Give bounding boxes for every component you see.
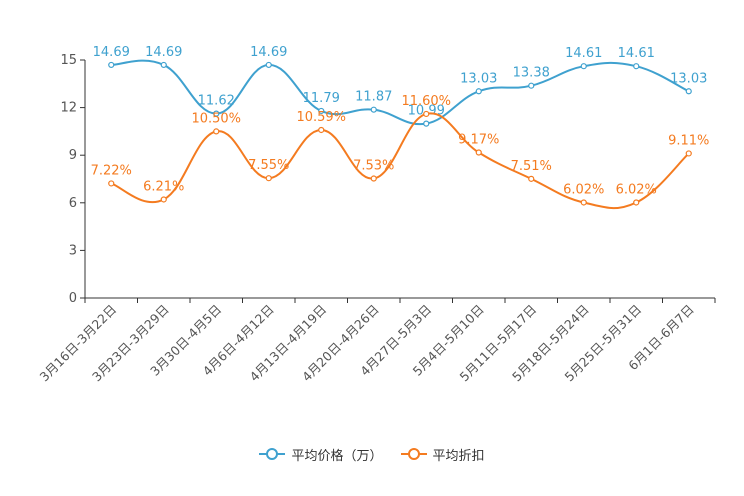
data-label-price: 13.03 xyxy=(670,71,707,86)
data-label-discount: 10.59% xyxy=(296,110,346,125)
y-tick-label: 3 xyxy=(69,243,77,258)
data-point-discount[interactable] xyxy=(265,175,272,182)
data-label-discount: 7.55% xyxy=(248,158,289,173)
legend-label-discount: 平均折扣 xyxy=(432,448,485,464)
data-label-price: 14.69 xyxy=(250,45,287,60)
data-label-price: 11.79 xyxy=(303,91,340,106)
series-price: 14.6914.6911.6214.6911.7911.8710.9913.03… xyxy=(93,45,707,127)
data-label-discount: 7.22% xyxy=(91,163,132,178)
data-point-price[interactable] xyxy=(213,110,220,117)
data-label-discount: 10.50% xyxy=(191,111,241,126)
data-point-price[interactable] xyxy=(318,107,325,115)
data-point-discount[interactable] xyxy=(160,196,167,203)
data-point-discount[interactable] xyxy=(423,110,430,118)
x-axis: 3月16日-3月22日3月23日-3月29日3月30日-4月5日4月6日-4月1… xyxy=(36,297,716,384)
data-point-price[interactable] xyxy=(633,63,640,70)
data-point-discount[interactable] xyxy=(580,199,587,206)
legend-marker-discount xyxy=(400,448,427,460)
legend-item-price[interactable]: 平均价格（万） xyxy=(259,445,383,464)
data-point-price[interactable] xyxy=(370,106,377,113)
data-label-price: 14.69 xyxy=(145,45,182,60)
y-tick-label: 12 xyxy=(60,101,77,116)
data-point-discount[interactable] xyxy=(213,128,220,135)
data-label-price: 14.69 xyxy=(93,45,130,60)
data-label-price: 11.62 xyxy=(198,94,235,109)
data-point-price[interactable] xyxy=(423,120,430,127)
data-point-price[interactable] xyxy=(108,61,115,69)
data-label-discount: 7.53% xyxy=(353,159,394,174)
data-label-discount: 11.60% xyxy=(401,94,451,109)
data-point-price[interactable] xyxy=(475,88,482,95)
y-tick-label: 15 xyxy=(60,53,77,68)
data-label-price: 11.87 xyxy=(355,90,392,105)
data-label-discount: 6.02% xyxy=(563,182,604,197)
y-tick-label: 6 xyxy=(69,196,77,211)
data-point-discount[interactable] xyxy=(370,175,377,182)
legend-label-price: 平均价格（万） xyxy=(291,448,383,464)
legend: 平均价格（万） 平均折扣 xyxy=(0,444,744,464)
data-point-price[interactable] xyxy=(580,63,587,70)
data-label-price: 13.38 xyxy=(513,66,550,81)
data-label-price: 14.61 xyxy=(618,46,655,61)
data-label-price: 14.61 xyxy=(565,46,602,61)
data-label-discount: 6.21% xyxy=(143,179,184,194)
data-label-price: 13.03 xyxy=(460,71,497,86)
data-point-price[interactable] xyxy=(528,82,535,89)
data-label-discount: 9.11% xyxy=(668,133,709,148)
series-discount: 7.22% 6.21% 10.50% 7.55% 10.59% 7.53% 11.60% 9.… xyxy=(91,94,709,210)
y-axis: 0 3 6 9 12 15 xyxy=(60,53,86,306)
data-point-price[interactable] xyxy=(160,61,167,69)
data-point-price[interactable] xyxy=(685,88,692,95)
data-point-discount[interactable] xyxy=(475,149,482,156)
data-point-discount[interactable] xyxy=(318,126,325,134)
data-point-price[interactable] xyxy=(265,61,272,69)
data-point-discount[interactable] xyxy=(528,175,535,182)
data-point-discount[interactable] xyxy=(633,199,640,206)
data-point-discount[interactable] xyxy=(685,150,692,157)
y-tick-label: 0 xyxy=(69,291,77,306)
y-tick-label: 9 xyxy=(69,148,77,163)
data-label-discount: 6.02% xyxy=(616,182,657,197)
legend-item-discount[interactable]: 平均折扣 xyxy=(400,445,485,464)
data-point-discount[interactable] xyxy=(108,180,115,187)
data-label-discount: 9.17% xyxy=(458,133,499,148)
data-label-discount: 7.51% xyxy=(511,159,552,174)
legend-marker-price xyxy=(259,448,286,460)
